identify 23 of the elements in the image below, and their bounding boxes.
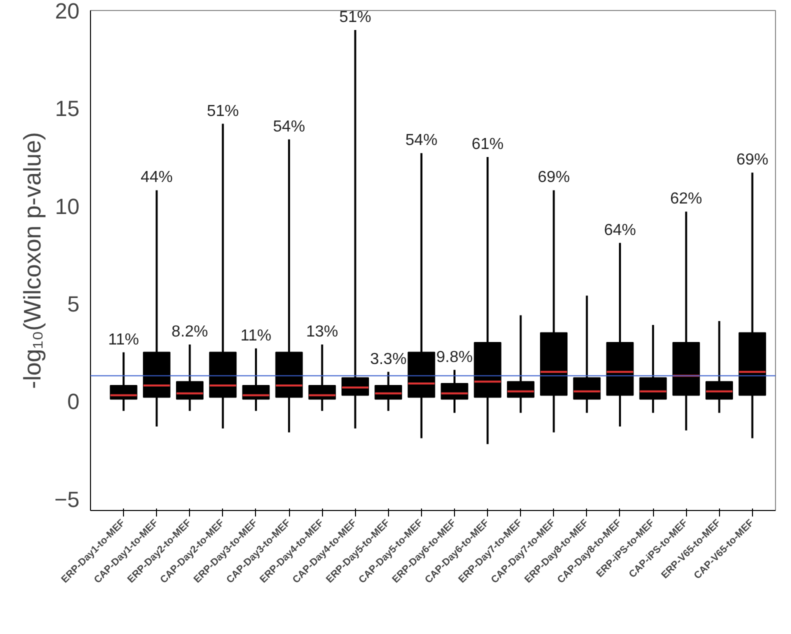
y-tick-label: 10 <box>55 194 80 219</box>
annotation: 51% <box>339 9 372 26</box>
annotation: 13% <box>306 323 338 340</box>
y-tick-label: 15 <box>55 96 80 122</box>
y-axis-title: -log₁₀(Wilcoxon p-value) <box>19 132 46 389</box>
y-tick-label: −5 <box>54 486 80 512</box>
y-tick-label: 20 <box>55 0 80 24</box>
annotation: 9.8% <box>436 348 473 366</box>
annotation: 64% <box>604 222 636 239</box>
annotation: 54% <box>273 118 306 136</box>
annotation: 69% <box>736 152 768 169</box>
annotation: 8.2% <box>172 323 208 340</box>
annotation: 51% <box>206 102 239 120</box>
annotation: 62% <box>670 190 702 208</box>
annotation: 11% <box>108 331 140 348</box>
annotation: 3.3% <box>370 350 407 368</box>
annotation: 44% <box>140 169 173 186</box>
y-tick-label: 0 <box>67 389 80 414</box>
annotation: 61% <box>472 136 504 153</box>
annotation: 11% <box>240 327 272 344</box>
annotation: 54% <box>405 132 438 150</box>
y-tick-label: 5 <box>67 291 80 316</box>
annotation: 69% <box>538 169 570 186</box>
